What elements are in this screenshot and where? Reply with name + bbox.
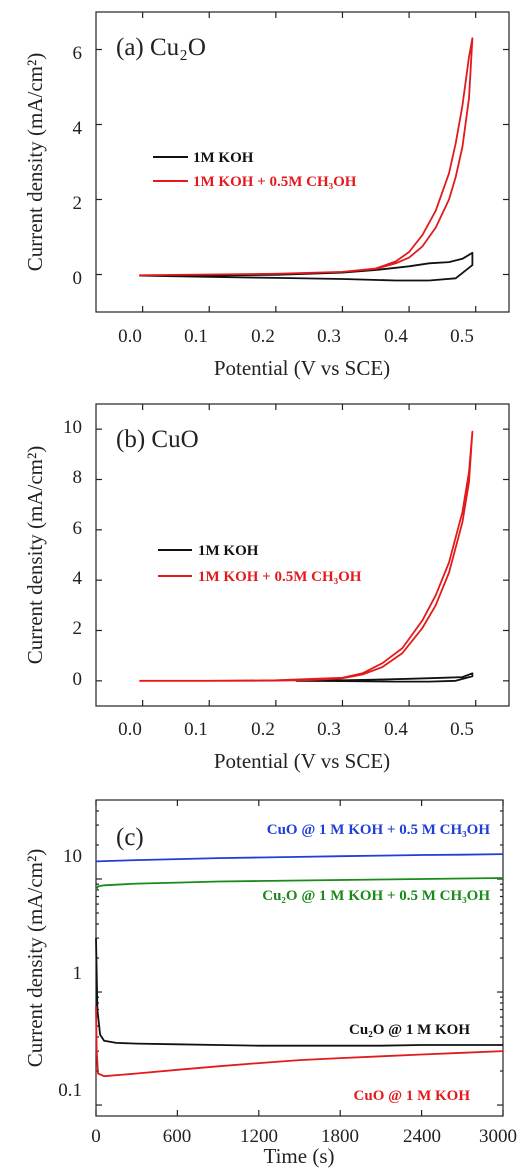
panel-a-legend: 1M KOH 1M KOH + 0.5M CH₃OH [153, 150, 357, 190]
panel-a-xtick-label: 0.3 [317, 326, 341, 347]
panel-a-xaxis-title: Potential (V vs SCE) [214, 356, 390, 380]
panel-c-xtick-label: 0 [91, 1126, 101, 1147]
panel-b-xtick-label: 0.2 [251, 719, 275, 740]
panel-b-legend: 1M KOH 1M KOH + 0.5M CH₃OH [158, 543, 362, 585]
panel-b-ytick-label: 8 [73, 467, 83, 488]
panel-b-xtick-label: 0.4 [384, 719, 408, 740]
panel-a-series-line-1 [139, 37, 474, 277]
panel-a-ytick-labels: 0 2 4 6 [73, 43, 83, 289]
panel-c-plot-frame [95, 799, 504, 1117]
panel-a-xtick-label: 0.0 [118, 326, 142, 347]
panel-b-xtick-label: 0.3 [317, 719, 341, 740]
panel-b-ytick-label: 4 [73, 568, 83, 589]
panel-c-xtick-label: 2400 [403, 1126, 441, 1147]
panel-a-ytick-label: 0 [73, 268, 83, 289]
panel-a-series-layer [139, 37, 474, 282]
panel-c-xaxis-title: Time (s) [264, 1144, 335, 1168]
panel-c-xtick-labels: 0 600 1200 1800 2400 3000 [91, 1126, 517, 1147]
panel-c-series-layer [95, 853, 504, 1078]
panel-b-legend-label-ch3oh: 1M KOH + 0.5M CH₃OH [198, 569, 362, 585]
panel-b-xtick-label: 0.1 [184, 719, 208, 740]
panel-a-series-line-0 [139, 251, 474, 282]
panel-c-annotation-cu2o-ch3oh: Cu₂O @ 1 M KOH + 0.5 M CH₃OH [262, 888, 490, 904]
panel-c-series-line-2 [95, 938, 503, 1047]
panel-a-plot-frame [95, 11, 510, 313]
panel-a-ytick-label: 4 [73, 118, 83, 139]
panel-b-yaxis-title: Current density (mA/cm²) [23, 446, 47, 665]
panel-b-ytick-label: 6 [73, 518, 83, 539]
panel-a-yaxis-title: Current density (mA/cm²) [23, 53, 47, 272]
panel-a-ytick-label: 2 [73, 193, 83, 214]
panel-a: (a) Cu₂O 0.0 0.1 0.2 0.3 0.4 0.5 0 2 4 6… [23, 11, 510, 380]
panel-a-label: (a) Cu₂O [116, 34, 206, 61]
panel-b-ytick-labels: 0 2 4 6 8 10 [63, 417, 83, 690]
panel-a-ytick-label: 6 [73, 43, 83, 64]
panel-c-series-line-0 [95, 853, 504, 863]
panel-c-ytick-label: 1 [73, 963, 83, 984]
panel-c: (c) 0 600 1200 1800 2400 3000 0.1 1 10 T… [23, 799, 517, 1168]
panel-b-xtick-label: 0.0 [118, 719, 142, 740]
panel-b-series-line-1 [139, 430, 474, 682]
panel-c-series-line-1 [95, 877, 504, 891]
panel-c-xtick-label: 3000 [479, 1126, 517, 1147]
panel-c-tick-marks [95, 800, 504, 1116]
panel-c-xtick-label: 1800 [321, 1126, 359, 1147]
panel-c-ytick-label: 0.1 [58, 1080, 82, 1101]
panel-a-xtick-label: 0.2 [251, 326, 275, 347]
panel-b-ytick-label: 0 [73, 669, 83, 690]
panel-c-annotation-cuo-ch3oh: CuO @ 1 M KOH + 0.5 M CH₃OH [267, 822, 491, 838]
panel-b-ytick-label: 10 [63, 417, 82, 438]
panel-a-legend-label-ch3oh: 1M KOH + 0.5M CH₃OH [193, 174, 357, 190]
panel-c-xtick-label: 1200 [240, 1126, 278, 1147]
panel-a-xtick-label: 0.5 [450, 326, 474, 347]
panel-c-yaxis-title: Current density (mA/cm²) [23, 849, 47, 1068]
panel-c-series-line-3 [95, 1006, 504, 1078]
panel-c-annotation-cu2o-koh: Cu₂O @ 1 M KOH [349, 1022, 470, 1038]
panel-a-xtick-labels: 0.0 0.1 0.2 0.3 0.4 0.5 [118, 326, 474, 347]
panel-b-xtick-label: 0.5 [450, 719, 474, 740]
panel-b-xaxis-title: Potential (V vs SCE) [214, 749, 390, 773]
panel-c-xtick-label: 600 [163, 1126, 192, 1147]
panel-c-label: (c) [116, 824, 144, 851]
panel-b-legend-label-koh: 1M KOH [198, 543, 259, 559]
panel-a-tick-marks [96, 12, 509, 312]
panel-b-tick-marks [96, 404, 509, 706]
panel-b-ytick-label: 2 [73, 618, 83, 639]
panel-b-label: (b) CuO [116, 426, 199, 453]
panel-c-annotation-cuo-koh: CuO @ 1 M KOH [354, 1088, 471, 1104]
panel-b-xtick-labels: 0.0 0.1 0.2 0.3 0.4 0.5 [118, 719, 474, 740]
panel-b-plot-frame [95, 403, 510, 707]
panel-b-series-layer [139, 430, 474, 683]
panel-c-annotations: CuO @ 1 M KOH + 0.5 M CH₃OH Cu₂O @ 1 M K… [262, 822, 490, 1104]
panel-b: (b) CuO 0.0 0.1 0.2 0.3 0.4 0.5 0 2 4 6 … [23, 403, 510, 773]
panel-a-legend-label-koh: 1M KOH [193, 150, 254, 166]
panel-a-xtick-label: 0.4 [384, 326, 408, 347]
panel-b-series-line-0 [295, 672, 474, 683]
panel-a-xtick-label: 0.1 [184, 326, 208, 347]
panel-c-ytick-labels: 0.1 1 10 [58, 846, 82, 1101]
panel-c-ytick-label: 10 [63, 846, 82, 867]
